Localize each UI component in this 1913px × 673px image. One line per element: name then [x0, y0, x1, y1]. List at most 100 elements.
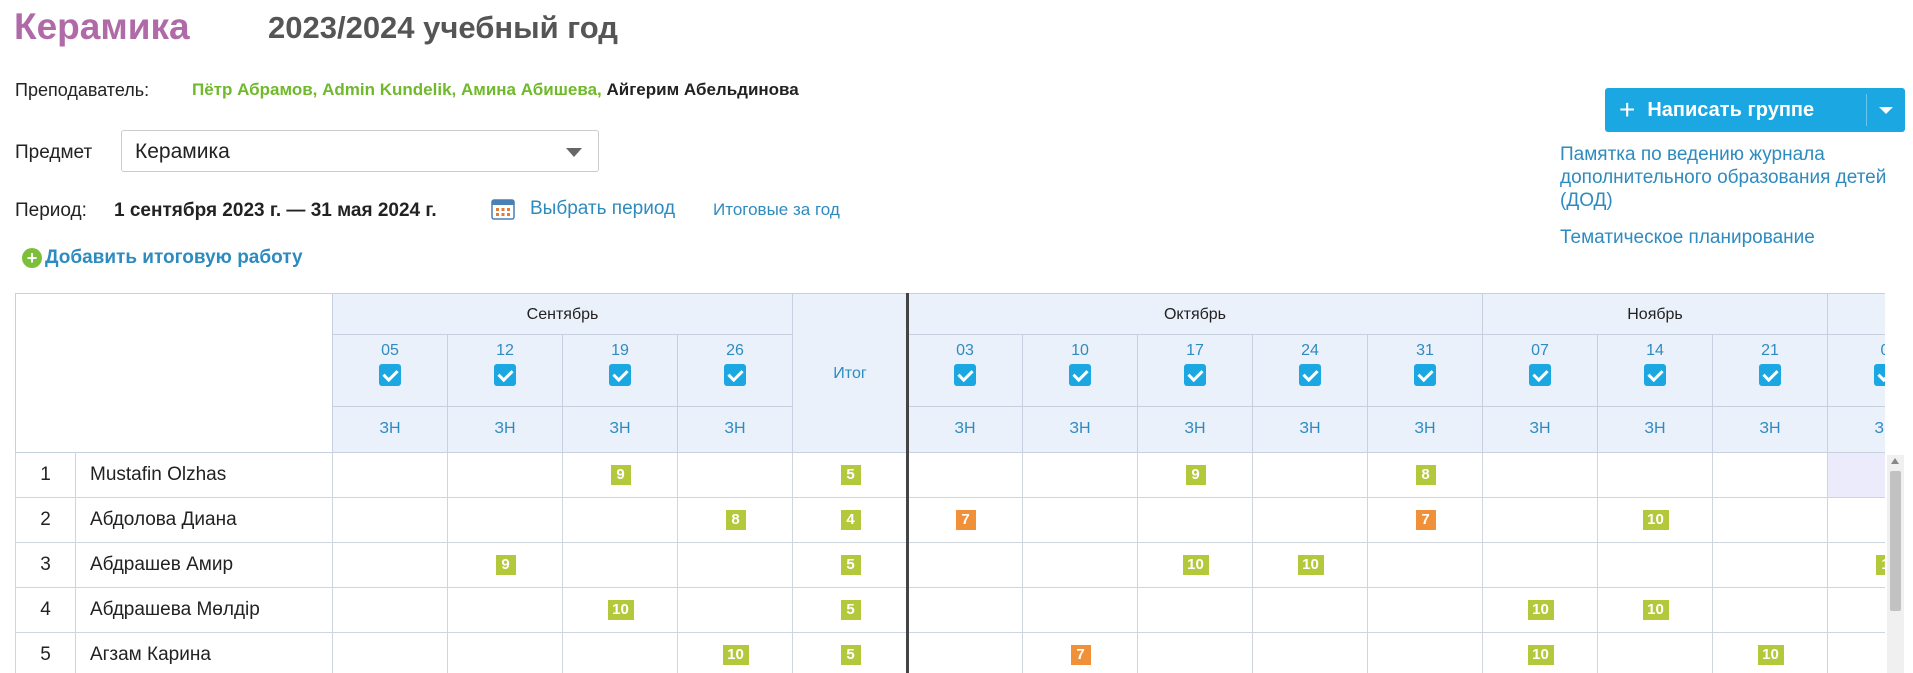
year-totals-link[interactable]: Итоговые за год — [713, 200, 840, 219]
grade-badge[interactable]: 10 — [1182, 555, 1209, 575]
student-name[interactable]: Mustafin Olzhas — [76, 453, 333, 498]
grade-cell[interactable] — [1253, 588, 1368, 633]
lesson-checkbox[interactable] — [494, 364, 516, 386]
lesson-checkbox[interactable] — [724, 364, 746, 386]
grade-badge[interactable]: 7 — [955, 510, 976, 530]
grade-badge[interactable]: 10 — [1757, 645, 1784, 665]
grade-badge[interactable]: 7 — [1070, 645, 1091, 665]
grade-badge[interactable]: 10 — [1527, 645, 1554, 665]
lesson-date[interactable]: 24 — [1301, 342, 1319, 359]
grade-cell[interactable] — [1138, 633, 1253, 673]
teacher-names-linked[interactable]: Пётр Абрамов, Admin Kundelik, Амина Абиш… — [192, 80, 602, 99]
lesson-date-header[interactable]: 07 — [1483, 335, 1598, 407]
lesson-date[interactable]: 17 — [1186, 342, 1204, 359]
add-final-work-link[interactable]: + Добавить итоговую работу — [22, 247, 303, 269]
grade-cell[interactable] — [1828, 453, 1885, 498]
lesson-date[interactable]: 19 — [611, 342, 629, 359]
lesson-checkbox[interactable] — [954, 364, 976, 386]
grade-cell[interactable] — [1713, 453, 1828, 498]
grade-cell[interactable] — [1253, 453, 1368, 498]
grade-cell[interactable] — [1023, 453, 1138, 498]
lesson-checkbox[interactable] — [1759, 364, 1781, 386]
student-name[interactable]: Агзам Карина — [76, 633, 333, 673]
lesson-date-header[interactable]: 24 — [1253, 335, 1368, 407]
lesson-date[interactable]: 05 — [381, 342, 399, 359]
grade-badge[interactable]: 10 — [1297, 555, 1324, 575]
grade-cell[interactable] — [333, 498, 448, 543]
lesson-type[interactable]: ЗН — [1368, 407, 1483, 453]
lesson-date[interactable]: 21 — [1761, 342, 1779, 359]
lesson-date[interactable]: 0 — [1828, 342, 1885, 360]
lesson-date[interactable]: 03 — [956, 342, 974, 359]
grade-badge[interactable]: 10 — [1642, 600, 1669, 620]
grade-cell[interactable] — [1828, 588, 1885, 633]
grade-cell[interactable] — [1598, 633, 1713, 673]
thematic-planning-link[interactable]: Тематическое планирование — [1560, 227, 1815, 248]
grade-cell[interactable] — [1483, 498, 1598, 543]
lesson-date-header[interactable]: 19 — [563, 335, 678, 407]
lesson-checkbox[interactable] — [609, 364, 631, 386]
lesson-date-header[interactable]: 03 — [908, 335, 1023, 407]
grade-cell[interactable] — [1368, 633, 1483, 673]
grade-cell[interactable] — [1713, 588, 1828, 633]
grade-cell[interactable] — [563, 498, 678, 543]
scroll-up-icon[interactable] — [1891, 458, 1899, 464]
calendar-icon[interactable] — [491, 198, 515, 220]
grade-cell[interactable] — [1483, 543, 1598, 588]
grade-cell[interactable] — [1713, 543, 1828, 588]
grade-cell[interactable] — [908, 453, 1023, 498]
grade-cell[interactable] — [908, 543, 1023, 588]
grade-cell[interactable] — [1368, 588, 1483, 633]
grade-cell[interactable] — [1253, 633, 1368, 673]
lesson-type[interactable]: ЗН — [1023, 407, 1138, 453]
grade-cell[interactable] — [448, 498, 563, 543]
grade-cell[interactable] — [1828, 543, 1885, 588]
grade-cell[interactable] — [1828, 633, 1885, 673]
grade-cell[interactable] — [678, 588, 793, 633]
lesson-type[interactable]: ЗН — [1598, 407, 1713, 453]
grade-badge[interactable]: 8 — [725, 510, 746, 530]
grade-cell[interactable] — [678, 453, 793, 498]
lesson-date[interactable]: 07 — [1531, 342, 1549, 359]
grade-badge[interactable]: 9 — [610, 465, 631, 485]
lesson-type[interactable]: ЗН — [908, 407, 1023, 453]
lesson-date-header[interactable]: 26 — [678, 335, 793, 407]
student-name[interactable]: Абдолова Диана — [76, 498, 333, 543]
choose-period-link[interactable]: Выбрать период — [530, 198, 676, 219]
lesson-type[interactable]: ЗН — [678, 407, 793, 453]
grade-cell[interactable] — [1023, 588, 1138, 633]
grade-cell[interactable] — [1253, 498, 1368, 543]
lesson-checkbox[interactable] — [1299, 364, 1321, 386]
subject-select[interactable]: Керамика — [121, 130, 599, 172]
grade-cell[interactable] — [678, 543, 793, 588]
grade-cell[interactable] — [563, 633, 678, 673]
lesson-date[interactable]: 14 — [1646, 342, 1664, 359]
vertical-scrollbar[interactable] — [1887, 455, 1904, 673]
grade-cell[interactable] — [333, 588, 448, 633]
grade-cell[interactable] — [1023, 498, 1138, 543]
lesson-date-header[interactable]: 12 — [448, 335, 563, 407]
lesson-date[interactable]: 26 — [726, 342, 744, 359]
grade-cell[interactable] — [1483, 453, 1598, 498]
grade-cell[interactable] — [333, 453, 448, 498]
lesson-checkbox[interactable] — [1874, 364, 1885, 386]
grade-cell[interactable] — [448, 588, 563, 633]
grade-cell[interactable] — [333, 543, 448, 588]
total-grade-badge[interactable]: 5 — [840, 600, 861, 620]
grade-badge[interactable]: 7 — [1415, 510, 1436, 530]
grade-cell[interactable] — [1713, 498, 1828, 543]
lesson-type[interactable]: ЗН — [1828, 407, 1885, 453]
student-name[interactable]: Абдрашева Мөлдір — [76, 588, 333, 633]
grade-badge[interactable]: 1 — [1875, 555, 1885, 575]
grade-badge[interactable]: 10 — [1642, 510, 1669, 530]
grade-cell[interactable] — [1138, 498, 1253, 543]
total-grade-badge[interactable]: 5 — [840, 555, 861, 575]
dropdown-caret-icon[interactable] — [1879, 107, 1893, 114]
journal-memo-link[interactable]: Памятка по ведению журнала дополнительно… — [1560, 144, 1887, 211]
grade-cell[interactable] — [908, 588, 1023, 633]
student-name[interactable]: Абдрашев Амир — [76, 543, 333, 588]
lesson-date[interactable]: 10 — [1071, 342, 1089, 359]
write-group-button[interactable]: + Написать группе — [1605, 88, 1905, 132]
scroll-thumb[interactable] — [1890, 471, 1901, 611]
lesson-date-header[interactable]: 21 — [1713, 335, 1828, 407]
